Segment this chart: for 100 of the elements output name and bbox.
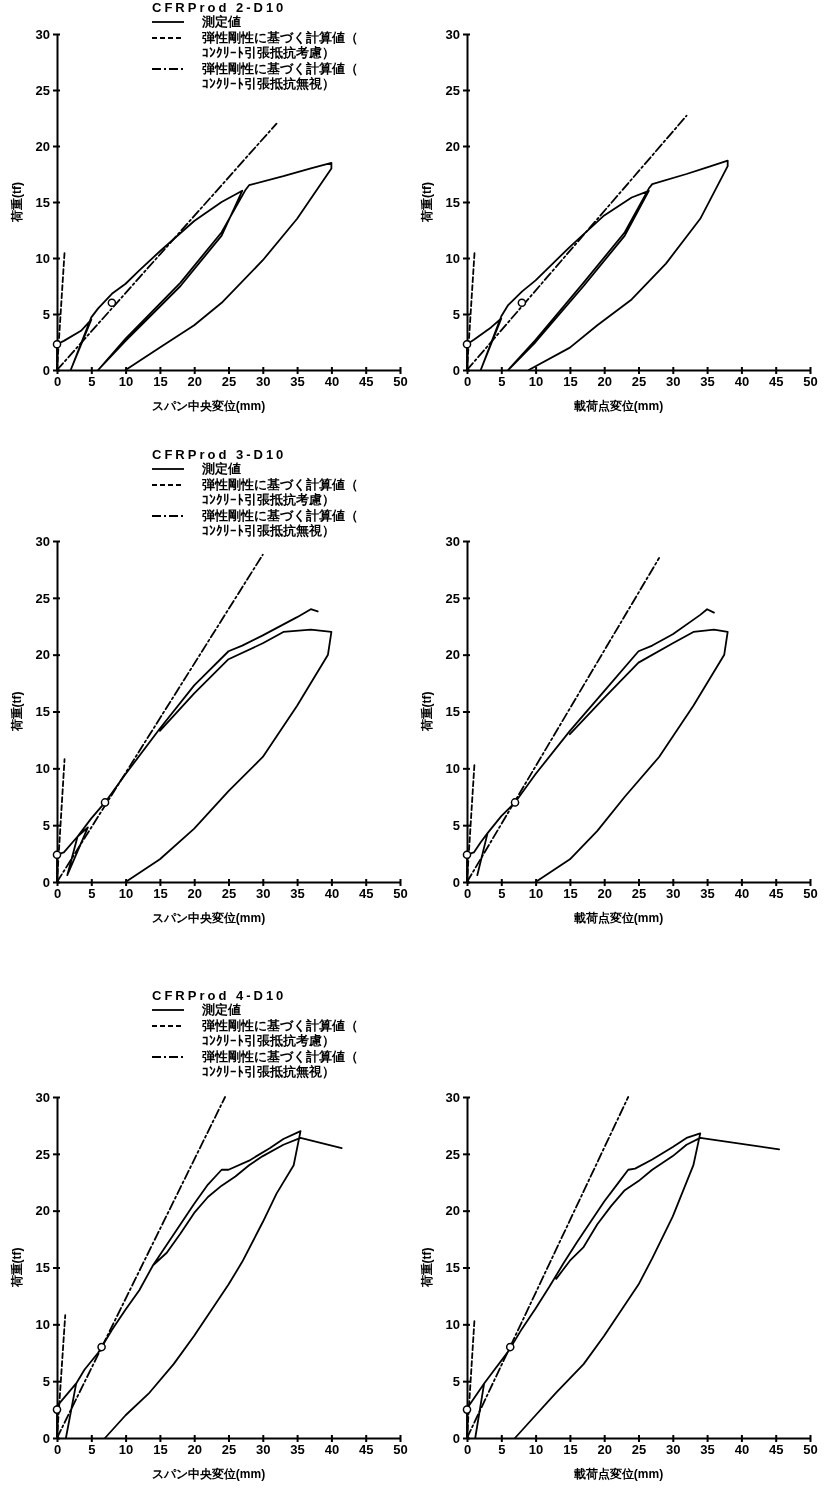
x-tick-label: 0 bbox=[53, 886, 62, 902]
x-tick-label: 15 bbox=[563, 374, 578, 390]
y-tick-label: 0 bbox=[42, 1430, 50, 1446]
y-tick-label: 10 bbox=[445, 250, 460, 266]
x-tick-label: 35 bbox=[700, 1442, 715, 1458]
y-tick-label: 15 bbox=[35, 704, 50, 720]
y-axis-title: 荷重(tf) bbox=[10, 1247, 24, 1289]
y-tick-label: 20 bbox=[445, 1203, 460, 1219]
x-tick-label: 5 bbox=[498, 886, 506, 902]
y-tick-label: 5 bbox=[452, 817, 460, 833]
x-tick-label: 25 bbox=[221, 374, 237, 390]
y-tick-label: 0 bbox=[42, 874, 50, 890]
y-tick-label: 30 bbox=[35, 26, 50, 42]
y-tick-label: 20 bbox=[35, 1203, 50, 1219]
y-tick-label: 25 bbox=[35, 590, 50, 606]
y-tick-label: 15 bbox=[445, 194, 460, 210]
y-tick-label: 10 bbox=[35, 1316, 50, 1332]
y-tick-label: 20 bbox=[445, 647, 460, 663]
y-tick-label: 0 bbox=[42, 362, 50, 378]
y-tick-label: 25 bbox=[35, 82, 50, 98]
y-tick-label: 30 bbox=[35, 533, 50, 549]
legend-label: 弾性剛性に基づく計算値（ｺﾝｸﾘｰﾄ引張抵抗考慮） bbox=[202, 477, 358, 507]
y-tick-label: 15 bbox=[445, 704, 460, 720]
x-tick-label: 35 bbox=[290, 1442, 305, 1458]
x-tick-label: 40 bbox=[324, 1442, 340, 1458]
x-axis-title: 載荷点変位(mm) bbox=[572, 1467, 664, 1481]
y-tick-label: 0 bbox=[452, 1430, 460, 1446]
x-axis-title: スパン中央変位(mm) bbox=[151, 1467, 266, 1481]
x-tick-label: 0 bbox=[463, 886, 472, 902]
y-tick-label: 30 bbox=[445, 1089, 460, 1105]
y-tick-label: 15 bbox=[35, 1260, 50, 1276]
y-axis-title: 荷重(tf) bbox=[420, 182, 434, 223]
y-tick-label: 10 bbox=[445, 760, 460, 776]
x-tick-label: 20 bbox=[597, 374, 612, 390]
y-axis-title: 荷重(tf) bbox=[10, 691, 24, 733]
x-tick-label: 15 bbox=[153, 1442, 168, 1458]
y-tick-label: 15 bbox=[35, 194, 50, 210]
x-tick-label: 45 bbox=[768, 374, 784, 390]
y-tick-label: 0 bbox=[452, 874, 460, 890]
x-tick-label: 15 bbox=[153, 886, 168, 902]
x-axis-title: 載荷点変位(mm) bbox=[572, 911, 664, 925]
x-tick-label: 45 bbox=[768, 886, 784, 902]
legend-label: 弾性剛性に基づく計算値（ｺﾝｸﾘｰﾄ引張抵抗考慮） bbox=[202, 1018, 358, 1048]
y-tick-label: 25 bbox=[445, 82, 460, 98]
x-tick-label: 35 bbox=[290, 374, 305, 390]
x-tick-label: 25 bbox=[631, 886, 647, 902]
x-tick-label: 45 bbox=[358, 886, 374, 902]
y-tick-label: 30 bbox=[445, 26, 460, 42]
y-tick-label: 25 bbox=[445, 1146, 460, 1162]
y-tick-label: 5 bbox=[452, 1373, 460, 1389]
x-tick-label: 25 bbox=[631, 1442, 647, 1458]
x-tick-label: 5 bbox=[88, 1442, 96, 1458]
y-tick-label: 25 bbox=[445, 590, 460, 606]
x-tick-label: 40 bbox=[734, 886, 750, 902]
x-tick-label: 20 bbox=[187, 374, 202, 390]
y-tick-label: 5 bbox=[42, 817, 50, 833]
x-tick-label: 35 bbox=[700, 886, 715, 902]
x-tick-label: 35 bbox=[290, 886, 305, 902]
x-tick-label: 10 bbox=[528, 374, 544, 390]
y-tick-label: 30 bbox=[35, 1089, 50, 1105]
x-tick-label: 30 bbox=[256, 886, 271, 902]
x-tick-label: 40 bbox=[324, 886, 340, 902]
x-tick-label: 0 bbox=[463, 374, 472, 390]
y-tick-label: 10 bbox=[445, 1316, 460, 1332]
y-tick-label: 30 bbox=[445, 533, 460, 549]
x-tick-label: 5 bbox=[498, 1442, 506, 1458]
x-tick-label: 45 bbox=[358, 374, 374, 390]
x-tick-label: 20 bbox=[187, 886, 202, 902]
y-axis-title: 荷重(tf) bbox=[420, 1247, 434, 1289]
legend-label: 弾性剛性に基づく計算値（ｺﾝｸﾘｰﾄ引張抵抗無視） bbox=[202, 61, 358, 91]
x-tick-label: 15 bbox=[153, 374, 168, 390]
y-tick-label: 15 bbox=[445, 1260, 460, 1276]
x-tick-label: 10 bbox=[118, 886, 134, 902]
y-tick-label: 20 bbox=[35, 138, 50, 154]
chart-title: CFRProd 2-D10 bbox=[152, 0, 287, 15]
chart-title: CFRProd 3-D10 bbox=[152, 447, 287, 462]
y-tick-label: 10 bbox=[35, 760, 50, 776]
x-tick-label: 5 bbox=[88, 374, 96, 390]
x-tick-label: 10 bbox=[528, 886, 544, 902]
chart-title: CFRProd 4-D10 bbox=[152, 988, 287, 1003]
x-tick-label: 30 bbox=[666, 1442, 681, 1458]
x-tick-label: 25 bbox=[221, 1442, 237, 1458]
legend-label: 弾性剛性に基づく計算値（ｺﾝｸﾘｰﾄ引張抵抗無視） bbox=[202, 1049, 358, 1079]
x-tick-label: 50 bbox=[803, 1442, 818, 1458]
legend-label: 測定値 bbox=[201, 1002, 241, 1017]
x-tick-label: 20 bbox=[187, 1442, 202, 1458]
x-tick-label: 15 bbox=[563, 1442, 578, 1458]
x-tick-label: 30 bbox=[256, 1442, 271, 1458]
x-tick-label: 30 bbox=[666, 374, 681, 390]
x-tick-label: 5 bbox=[88, 886, 96, 902]
x-axis-title: 載荷点変位(mm) bbox=[572, 399, 664, 413]
x-tick-label: 15 bbox=[563, 886, 578, 902]
x-axis-title: スパン中央変位(mm) bbox=[151, 911, 266, 925]
y-tick-label: 5 bbox=[42, 1373, 50, 1389]
x-tick-label: 40 bbox=[734, 374, 750, 390]
x-tick-label: 5 bbox=[498, 374, 506, 390]
x-tick-label: 10 bbox=[118, 374, 134, 390]
x-tick-label: 35 bbox=[700, 374, 715, 390]
x-tick-label: 50 bbox=[393, 374, 408, 390]
y-tick-label: 5 bbox=[42, 306, 50, 322]
